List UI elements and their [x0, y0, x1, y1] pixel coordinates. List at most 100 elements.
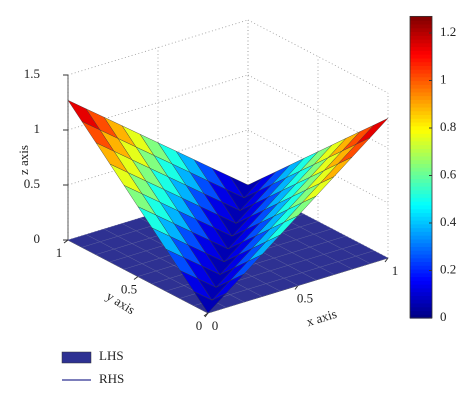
colorbar-slice: [410, 257, 432, 263]
colorbar-slice: [410, 227, 432, 232]
colorbar-slice: [410, 235, 432, 240]
x-tick-label: 0: [212, 318, 219, 333]
colorbar-slice: [410, 295, 432, 300]
colorbar-tick-label: 0.6: [440, 166, 457, 181]
colorbar-slice: [410, 189, 432, 195]
colorbar-slice: [410, 291, 432, 296]
colorbar: 0 0.2 0.4 0.6 0.8 1 1.2: [409, 15, 457, 324]
colorbar-slice: [410, 84, 432, 89]
y-tick-label: 1: [56, 245, 63, 260]
y-tick: [63, 239, 69, 244]
colorbar-slice: [410, 212, 432, 217]
legend-swatch: [61, 351, 92, 364]
colorbar-slice: [410, 110, 432, 116]
colorbar-slice: [410, 193, 432, 198]
colorbar-slice: [410, 61, 432, 66]
colorbar-slice: [410, 95, 432, 100]
surface-patch: [193, 291, 227, 314]
colorbar-slice: [410, 38, 432, 44]
colorbar-tick-label: 1.2: [440, 24, 456, 39]
colorbar-slice: [410, 302, 432, 308]
colorbar-slice: [410, 216, 432, 221]
colorbar-slice: [410, 182, 432, 187]
colorbar-slice: [410, 129, 432, 134]
colorbar-slice: [410, 231, 432, 236]
colorbar-slice: [410, 88, 432, 93]
colorbar-tick-label: 0.2: [440, 261, 456, 276]
colorbar-slice: [410, 272, 432, 278]
colorbar-slice: [410, 76, 432, 82]
colorbar-slice: [410, 170, 432, 176]
colorbar-slice: [410, 163, 432, 168]
colorbar-slice: [410, 261, 432, 266]
colorbar-slice: [410, 20, 432, 25]
colorbar-slice: [410, 50, 432, 55]
colorbar-slice: [410, 125, 432, 131]
colorbar-slice: [410, 46, 432, 51]
legend: LHS RHS: [61, 348, 124, 386]
colorbar-slice: [410, 197, 432, 202]
colorbar-slice: [410, 155, 432, 161]
x-tick-label: 0.5: [297, 290, 313, 305]
colorbar-slice: [410, 306, 432, 312]
plot-area: [67, 99, 389, 314]
colorbar-slice: [410, 167, 432, 172]
colorbar-slice: [410, 69, 432, 74]
legend-label: RHS: [99, 371, 124, 386]
colorbar-slice: [410, 268, 432, 274]
y-tick-label: 0.5: [121, 281, 137, 296]
colorbar-slice: [410, 144, 432, 149]
z-tick-label: 1.5: [24, 66, 40, 81]
colorbar-slice: [410, 121, 432, 127]
z-tick-label: 1: [34, 121, 41, 136]
x-tick-label: 1: [392, 263, 399, 278]
colorbar-slice: [410, 103, 432, 108]
colorbar-slice: [410, 223, 432, 229]
colorbar-slice: [410, 35, 432, 40]
colorbar-slice: [410, 280, 432, 285]
colorbar-slice: [410, 284, 432, 289]
colorbar-slice: [410, 72, 432, 78]
z-tick-label: 0.5: [24, 176, 40, 191]
colorbar-slice: [410, 114, 432, 119]
colorbar-slice: [410, 148, 432, 153]
colorbar-slice: [410, 246, 432, 251]
colorbar-slice: [410, 253, 432, 259]
colorbar-slice: [410, 23, 432, 29]
colorbar-tick-label: 1: [440, 71, 447, 86]
colorbar-slice: [410, 276, 432, 281]
colorbar-frame: [409, 15, 433, 319]
colorbar-slice: [410, 208, 432, 214]
colorbar-slice: [410, 54, 432, 59]
colorbar-slice: [410, 80, 432, 85]
colorbar-slice: [410, 186, 432, 191]
colorbar-slice: [410, 287, 432, 293]
colorbar-slice: [410, 42, 432, 48]
colorbar-slice: [410, 310, 432, 315]
colorbar-slice: [410, 99, 432, 104]
z-axis-label: z axis: [16, 145, 31, 175]
y-tick-label: 0: [196, 318, 203, 333]
y-tick: [133, 276, 139, 280]
x-axis-label: x axis: [305, 306, 339, 329]
colorbar-slice: [410, 204, 432, 210]
colorbar-slice: [410, 178, 432, 183]
colorbar-slice: [410, 174, 432, 180]
colorbar-slice: [410, 152, 432, 157]
colorbar-slice: [410, 242, 432, 247]
colorbar-slice: [410, 118, 432, 123]
colorbar-slice: [410, 159, 432, 165]
colorbar-slice: [410, 57, 432, 63]
colorbar-tick-label: 0: [440, 309, 447, 324]
colorbar-slice: [410, 31, 432, 36]
y-tick: [203, 312, 209, 317]
colorbar-slice: [410, 238, 432, 244]
z-tick-label: 0: [34, 231, 41, 246]
colorbar-slice: [410, 27, 432, 33]
colorbar-slice: [410, 133, 432, 138]
colorbar-slice: [410, 250, 432, 255]
colorbar-slice: [410, 65, 432, 70]
colorbar-slice: [410, 201, 432, 206]
